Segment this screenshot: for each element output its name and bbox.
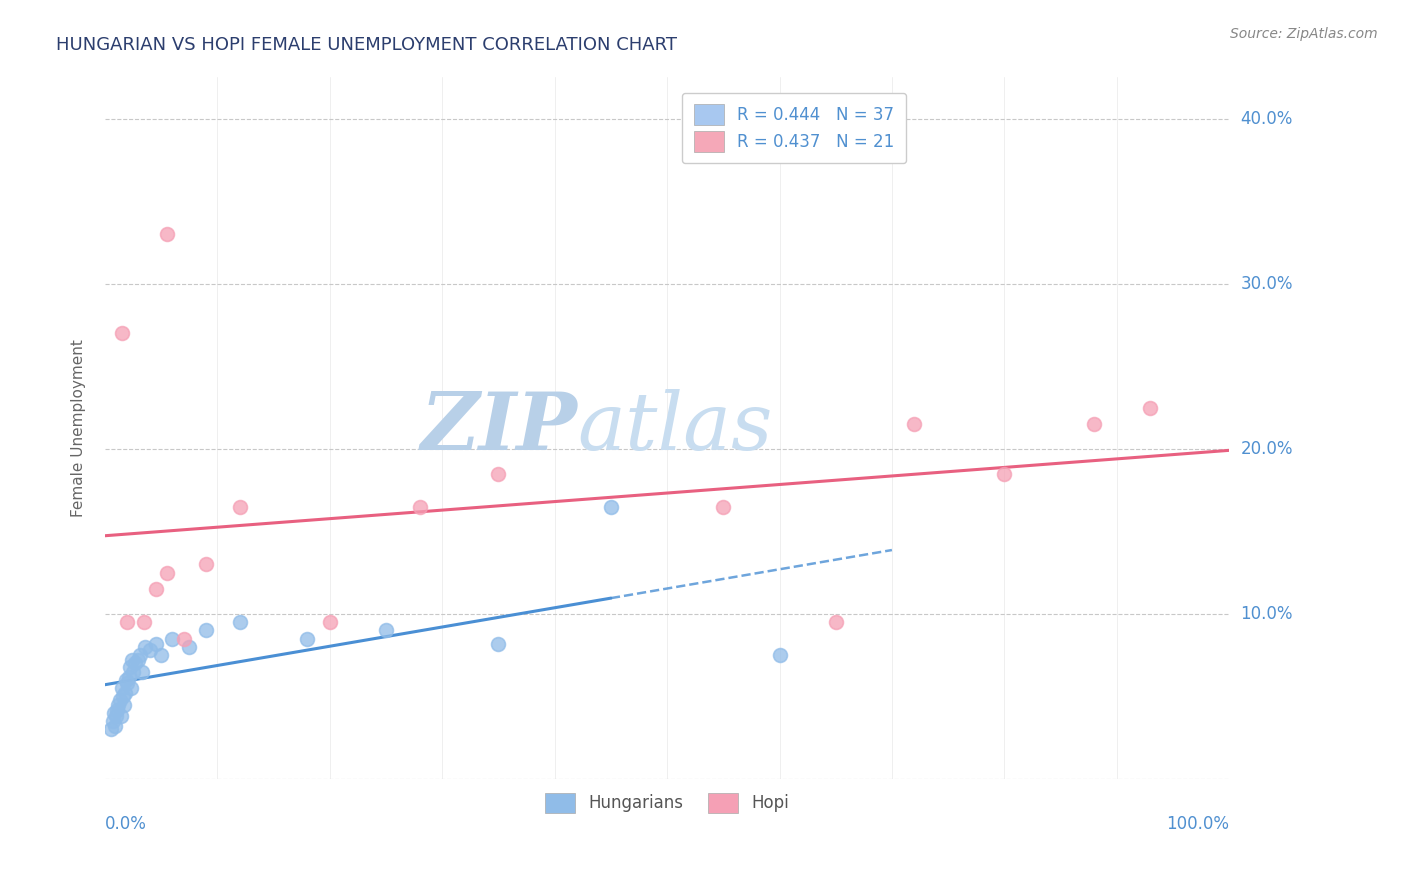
Point <box>297 632 319 646</box>
Point <box>115 673 138 687</box>
Point <box>145 582 167 596</box>
Point <box>145 636 167 650</box>
Point <box>229 500 252 514</box>
Point <box>101 714 124 728</box>
Point <box>122 665 145 679</box>
Point <box>124 657 146 671</box>
Point <box>409 500 432 514</box>
Point <box>179 640 201 654</box>
Text: HUNGARIAN VS HOPI FEMALE UNEMPLOYMENT CORRELATION CHART: HUNGARIAN VS HOPI FEMALE UNEMPLOYMENT CO… <box>56 36 678 54</box>
Point <box>173 632 195 646</box>
Point <box>993 467 1015 481</box>
Text: 100.0%: 100.0% <box>1166 815 1229 833</box>
Point <box>156 227 179 242</box>
Point <box>103 706 125 720</box>
Point <box>120 681 142 695</box>
Text: 30.0%: 30.0% <box>1240 275 1294 293</box>
Point <box>139 643 162 657</box>
Point <box>117 676 139 690</box>
Point <box>112 698 135 712</box>
Point <box>150 648 173 662</box>
Point <box>104 719 127 733</box>
Point <box>599 500 621 514</box>
Text: 40.0%: 40.0% <box>1240 110 1292 128</box>
Text: 10.0%: 10.0% <box>1240 605 1294 623</box>
Text: 0.0%: 0.0% <box>105 815 146 833</box>
Point <box>131 665 153 679</box>
Text: Source: ZipAtlas.com: Source: ZipAtlas.com <box>1230 27 1378 41</box>
Point <box>488 467 510 481</box>
Point <box>156 566 179 580</box>
Point <box>319 615 342 629</box>
Point <box>111 690 134 704</box>
Point <box>107 698 129 712</box>
Text: 20.0%: 20.0% <box>1240 440 1294 458</box>
Point <box>121 653 143 667</box>
Point <box>1083 417 1105 431</box>
Point <box>128 648 150 662</box>
Point <box>105 702 128 716</box>
Point <box>195 558 218 572</box>
Point <box>110 709 132 723</box>
Point <box>134 640 156 654</box>
Y-axis label: Female Unemployment: Female Unemployment <box>72 339 86 517</box>
Point <box>111 326 134 341</box>
Point <box>824 615 846 629</box>
Text: atlas: atlas <box>576 390 772 467</box>
Point <box>768 648 790 662</box>
Point <box>488 636 510 650</box>
Point <box>1139 401 1161 415</box>
Point <box>105 709 128 723</box>
Point <box>903 417 925 431</box>
Point <box>375 624 398 638</box>
Point <box>162 632 184 646</box>
Point <box>117 615 139 629</box>
Point <box>108 692 131 706</box>
Point <box>127 653 149 667</box>
Point <box>229 615 252 629</box>
Point <box>134 615 156 629</box>
Point <box>711 500 734 514</box>
Point <box>114 686 136 700</box>
Legend: Hungarians, Hopi: Hungarians, Hopi <box>538 786 796 820</box>
Point <box>111 681 134 695</box>
Point <box>117 669 139 683</box>
Text: ZIP: ZIP <box>420 390 576 467</box>
Point <box>118 659 141 673</box>
Point <box>195 624 218 638</box>
Point <box>100 723 122 737</box>
